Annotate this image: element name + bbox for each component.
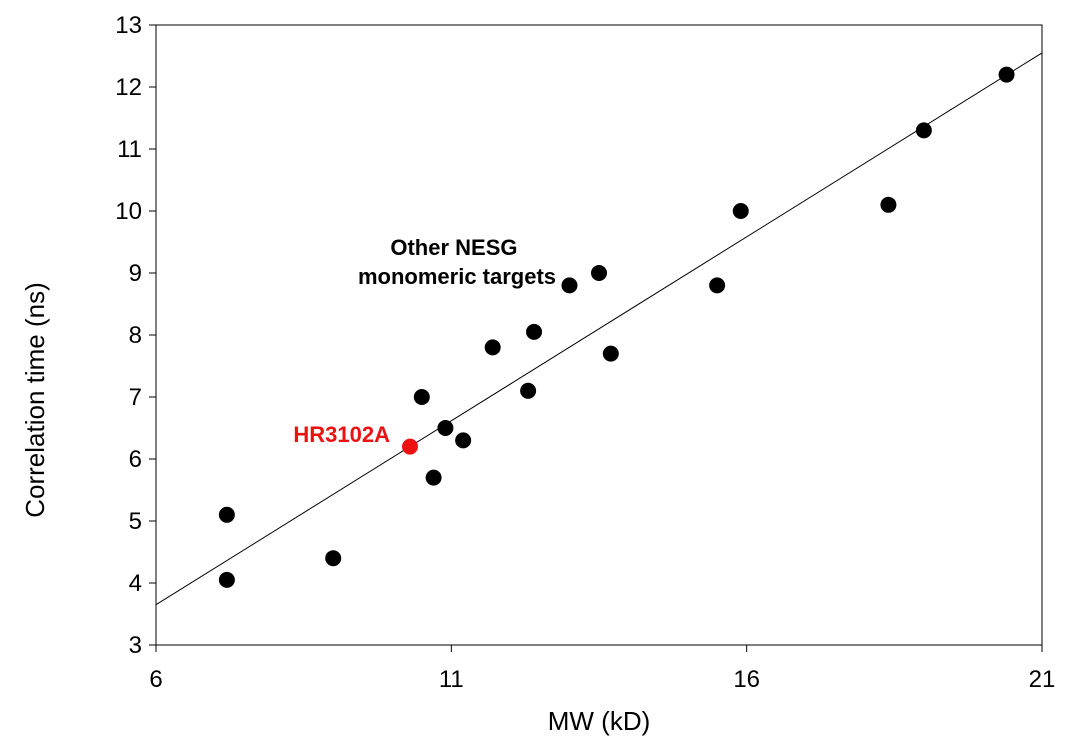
y-tick-label: 5 xyxy=(129,508,142,535)
data-point xyxy=(218,571,235,588)
data-point xyxy=(998,66,1015,83)
x-axis: 6 11 16 21 xyxy=(149,645,1055,693)
data-point xyxy=(526,323,543,340)
plot-area-frame xyxy=(155,24,1043,646)
y-tick-label: 11 xyxy=(117,136,142,163)
y-tick-label: 12 xyxy=(115,74,142,101)
y-axis-title: Correlation time (ns) xyxy=(20,282,50,518)
data-point xyxy=(520,382,537,399)
y-tick-label: 13 xyxy=(115,12,142,39)
x-axis-title: MW (kD) xyxy=(548,706,651,736)
y-tick-label: 6 xyxy=(129,446,142,473)
data-point xyxy=(437,420,454,436)
annotation-hr3102a: HR3102A xyxy=(293,422,390,447)
data-point xyxy=(218,506,235,523)
data-point xyxy=(880,196,897,213)
data-point xyxy=(325,550,342,567)
data-point xyxy=(413,389,430,405)
y-tick-label: 4 xyxy=(129,570,142,597)
y-tick-label: 3 xyxy=(129,632,142,659)
annotation-other-nesg-line-1: Other NESG xyxy=(390,235,517,260)
data-points xyxy=(218,66,1015,588)
y-tick-label: 8 xyxy=(129,322,142,349)
data-point xyxy=(709,277,726,294)
data-point xyxy=(732,203,749,219)
x-tick-label: 11 xyxy=(439,666,464,693)
data-point xyxy=(915,122,932,139)
annotation-other-nesg-line-2: monomeric targets xyxy=(358,264,556,289)
trendline-group xyxy=(155,52,1043,606)
data-point xyxy=(602,345,619,362)
y-tick-label: 7 xyxy=(129,384,142,411)
annotation-other-nesg: Other NESG monomeric targets xyxy=(358,235,556,289)
y-tick-label: 10 xyxy=(115,198,142,225)
y-tick-label: 9 xyxy=(129,260,142,287)
highlight-data-point xyxy=(401,438,418,455)
trendline xyxy=(155,52,1043,606)
data-point xyxy=(591,265,607,281)
y-axis: 3 4 5 6 7 8 9 10 11 12 13 xyxy=(115,12,156,659)
data-point xyxy=(455,432,472,449)
x-tick-label: 21 xyxy=(1029,666,1056,693)
data-point xyxy=(561,277,578,294)
x-tick-label: 6 xyxy=(149,666,162,693)
data-point xyxy=(425,469,442,486)
x-tick-label: 16 xyxy=(733,666,760,693)
data-point xyxy=(484,339,501,356)
